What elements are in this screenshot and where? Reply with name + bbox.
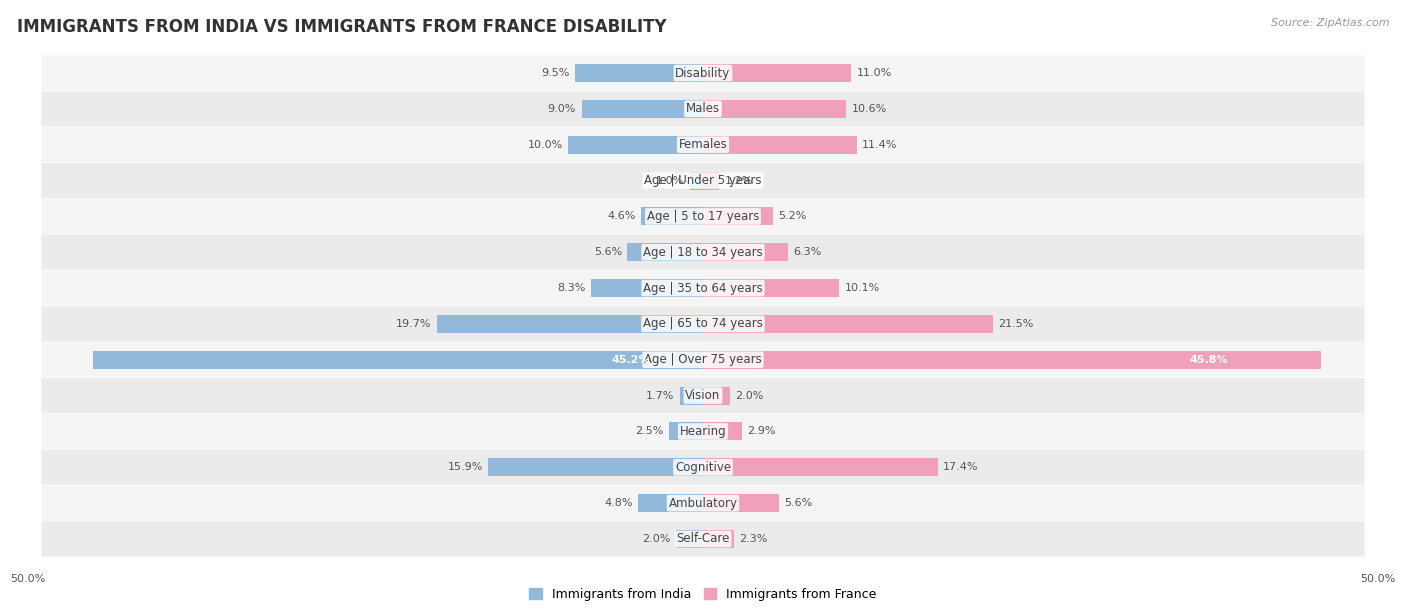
Text: 1.7%: 1.7%	[647, 390, 675, 401]
Text: 10.0%: 10.0%	[527, 140, 562, 150]
Bar	[676, 530, 703, 548]
FancyBboxPatch shape	[42, 163, 1364, 198]
Text: 21.5%: 21.5%	[998, 319, 1033, 329]
Text: 45.8%: 45.8%	[1189, 355, 1229, 365]
Bar	[703, 387, 730, 405]
Text: 2.3%: 2.3%	[740, 534, 768, 544]
Text: Vision: Vision	[685, 389, 721, 402]
Text: 50.0%: 50.0%	[1360, 573, 1396, 584]
FancyBboxPatch shape	[42, 91, 1364, 127]
FancyBboxPatch shape	[42, 450, 1364, 485]
Bar	[703, 136, 856, 154]
Text: Males: Males	[686, 102, 720, 115]
Bar	[669, 422, 703, 441]
FancyBboxPatch shape	[42, 199, 1364, 234]
Text: Age | 5 to 17 years: Age | 5 to 17 years	[647, 210, 759, 223]
Text: 9.0%: 9.0%	[548, 104, 576, 114]
FancyBboxPatch shape	[42, 485, 1364, 521]
Text: Age | 35 to 64 years: Age | 35 to 64 years	[643, 282, 763, 294]
FancyBboxPatch shape	[42, 521, 1364, 556]
FancyBboxPatch shape	[42, 271, 1364, 305]
Text: 4.6%: 4.6%	[607, 211, 636, 222]
Bar	[703, 207, 773, 225]
Bar	[703, 494, 779, 512]
FancyBboxPatch shape	[42, 127, 1364, 162]
Text: 45.2%: 45.2%	[612, 355, 650, 365]
Text: Disability: Disability	[675, 67, 731, 80]
FancyBboxPatch shape	[42, 378, 1364, 413]
Bar	[627, 244, 703, 261]
Bar	[575, 64, 703, 82]
Bar	[641, 207, 703, 225]
Text: IMMIGRANTS FROM INDIA VS IMMIGRANTS FROM FRANCE DISABILITY: IMMIGRANTS FROM INDIA VS IMMIGRANTS FROM…	[17, 18, 666, 36]
Bar	[488, 458, 703, 476]
Text: 15.9%: 15.9%	[447, 462, 484, 472]
Text: 5.2%: 5.2%	[779, 211, 807, 222]
Text: 50.0%: 50.0%	[10, 573, 46, 584]
Bar	[582, 100, 703, 118]
Text: Cognitive: Cognitive	[675, 461, 731, 474]
Legend: Immigrants from India, Immigrants from France: Immigrants from India, Immigrants from F…	[530, 588, 876, 601]
FancyBboxPatch shape	[42, 307, 1364, 341]
Bar	[93, 351, 703, 368]
Text: 11.4%: 11.4%	[862, 140, 897, 150]
Text: 6.3%: 6.3%	[793, 247, 821, 257]
Text: 5.6%: 5.6%	[785, 498, 813, 508]
Bar	[703, 351, 1322, 368]
Text: Females: Females	[679, 138, 727, 151]
Text: 1.2%: 1.2%	[724, 176, 754, 185]
Bar	[703, 244, 787, 261]
FancyBboxPatch shape	[42, 342, 1364, 378]
Text: 2.0%: 2.0%	[643, 534, 671, 544]
Text: Self-Care: Self-Care	[676, 532, 730, 545]
Text: Source: ZipAtlas.com: Source: ZipAtlas.com	[1271, 18, 1389, 28]
Bar	[681, 387, 703, 405]
FancyBboxPatch shape	[42, 234, 1364, 270]
Text: 2.9%: 2.9%	[748, 427, 776, 436]
Bar	[591, 279, 703, 297]
Bar	[703, 279, 839, 297]
Bar	[703, 100, 846, 118]
Text: Ambulatory: Ambulatory	[668, 497, 738, 510]
Bar	[703, 171, 720, 190]
FancyBboxPatch shape	[42, 414, 1364, 449]
Text: 17.4%: 17.4%	[943, 462, 979, 472]
FancyBboxPatch shape	[42, 56, 1364, 91]
Text: Age | Under 5 years: Age | Under 5 years	[644, 174, 762, 187]
Bar	[568, 136, 703, 154]
Bar	[703, 458, 938, 476]
Text: 4.8%: 4.8%	[605, 498, 633, 508]
Text: Age | 65 to 74 years: Age | 65 to 74 years	[643, 318, 763, 330]
Text: 11.0%: 11.0%	[856, 68, 893, 78]
Text: 2.0%: 2.0%	[735, 390, 763, 401]
Text: 2.5%: 2.5%	[636, 427, 664, 436]
Bar	[638, 494, 703, 512]
Text: 8.3%: 8.3%	[557, 283, 585, 293]
Text: 9.5%: 9.5%	[541, 68, 569, 78]
Text: Age | 18 to 34 years: Age | 18 to 34 years	[643, 246, 763, 259]
Text: 5.6%: 5.6%	[593, 247, 621, 257]
Bar	[703, 315, 993, 333]
Text: 10.1%: 10.1%	[845, 283, 880, 293]
Text: 10.6%: 10.6%	[852, 104, 887, 114]
Bar	[703, 64, 852, 82]
Bar	[703, 530, 734, 548]
Bar	[703, 422, 742, 441]
Bar	[689, 171, 703, 190]
Bar	[437, 315, 703, 333]
Text: Age | Over 75 years: Age | Over 75 years	[644, 353, 762, 366]
Text: 1.0%: 1.0%	[655, 176, 685, 185]
Text: 19.7%: 19.7%	[396, 319, 432, 329]
Text: Hearing: Hearing	[679, 425, 727, 438]
